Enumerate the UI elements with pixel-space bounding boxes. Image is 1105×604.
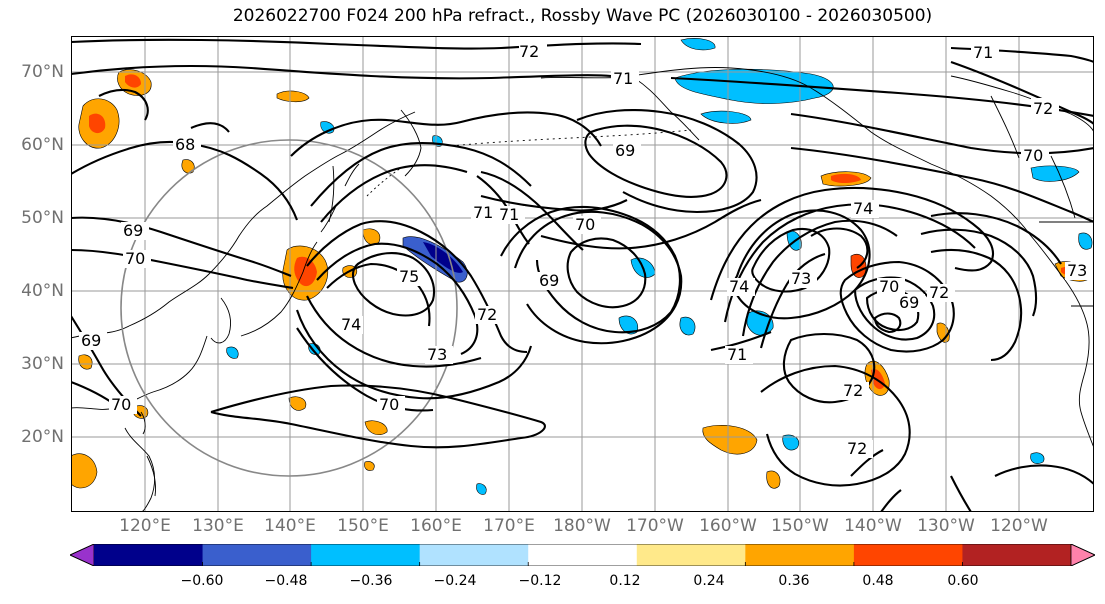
colorbar-segment	[636, 544, 746, 566]
colorbar-tick-label: 0.48	[862, 573, 894, 589]
lon-label-160w: 160°W	[699, 516, 757, 536]
colorbar-segment	[962, 544, 1072, 566]
colorbar-tick-label: 0.36	[778, 573, 810, 589]
colorbar-tick-label: −0.48	[264, 573, 308, 589]
lon-label-120e: 120°E	[119, 516, 171, 536]
contour-label: 74	[341, 315, 361, 334]
lat-label-20n: 20°N	[21, 427, 64, 447]
lon-label-140e: 140°E	[264, 516, 316, 536]
contour-label: 69	[899, 293, 919, 312]
colorbar-segment	[202, 544, 312, 566]
map-canvas: 72 71 71 72 70 68 69 70 69 71 70 69 74	[71, 36, 1094, 512]
contour-label: 70	[879, 277, 899, 296]
map-panel: 72 71 71 72 70 68 69 70 69 71 70 69 74	[71, 36, 1094, 512]
contour-label: 69	[81, 331, 101, 350]
lon-label-170e: 170°E	[483, 516, 535, 536]
contour-label: 72	[843, 381, 863, 400]
lat-label-30n: 30°N	[21, 354, 64, 374]
contour-label: 69	[539, 271, 559, 290]
contour-label: 69	[615, 141, 635, 160]
colorbar-tick-label: 0.12	[609, 573, 641, 589]
lon-label-160e: 160°E	[410, 516, 462, 536]
contour-label: 74	[853, 199, 873, 218]
contour-label: 71	[613, 69, 633, 88]
colorbar-segment	[419, 544, 529, 566]
contour-label: 71	[973, 43, 993, 62]
lon-label-130w: 130°W	[917, 516, 975, 536]
contour-label: 70	[111, 395, 131, 414]
colorbar-canvas	[69, 543, 1096, 567]
map-title: 2026022700 F024 200 hPa refract., Rossby…	[232, 6, 933, 26]
refractive-index-contours	[71, 38, 1094, 512]
contour-label: 70	[1023, 146, 1043, 165]
colorbar	[69, 543, 1096, 567]
contour-label: 70	[575, 215, 595, 234]
colorbar-tick-label: −0.12	[518, 573, 562, 589]
contour-label: 75	[399, 267, 419, 286]
contour-label: 71	[499, 205, 519, 224]
lon-label-140w: 140°W	[844, 516, 902, 536]
contour-labels: 72 71 71 72 70 68 69 70 69 71 70 69 74	[79, 42, 1093, 458]
lon-label-150w: 150°W	[771, 516, 829, 536]
contour-label: 73	[791, 269, 811, 288]
contour-label: 73	[1067, 261, 1087, 280]
contour-label: 69	[123, 221, 143, 240]
lat-label-70n: 70°N	[21, 62, 64, 82]
contour-label: 72	[929, 283, 949, 302]
contour-label: 72	[519, 42, 539, 61]
highlight-circle	[120, 139, 458, 477]
colorbar-segment	[528, 544, 638, 566]
contour-label: 72	[1033, 99, 1053, 118]
contour-label: 70	[379, 395, 399, 414]
colorbar-tick-label: −0.60	[180, 573, 224, 589]
colorbar-segment	[94, 544, 204, 566]
lat-label-50n: 50°N	[21, 208, 64, 228]
coastlines	[71, 67, 1094, 512]
colorbar-extend-high	[1070, 543, 1096, 567]
contour-label: 73	[427, 345, 447, 364]
lon-label-170w: 170°W	[626, 516, 684, 536]
contour-label: 71	[473, 203, 493, 222]
colorbar-extend-low	[69, 543, 95, 567]
contour-label: 72	[477, 305, 497, 324]
contour-label: 74	[729, 277, 749, 296]
contour-label: 70	[125, 249, 145, 268]
contour-label: 72	[847, 439, 867, 458]
colorbar-segment	[745, 544, 855, 566]
colorbar-tick-label: −0.24	[433, 573, 477, 589]
contour-label: 68	[175, 135, 195, 154]
negative-anomaly-shading	[226, 38, 1093, 495]
lon-label-180w: 180°W	[553, 516, 611, 536]
lon-label-150e: 150°E	[337, 516, 389, 536]
lon-label-120w: 120°W	[990, 516, 1048, 536]
colorbar-segment	[853, 544, 963, 566]
lat-label-40n: 40°N	[21, 281, 64, 301]
colorbar-segment	[311, 544, 421, 566]
lon-label-130e: 130°E	[192, 516, 244, 536]
colorbar-tick-label: 0.60	[947, 573, 979, 589]
colorbar-tick-label: −0.36	[349, 573, 393, 589]
colorbar-tick-label: 0.24	[693, 573, 725, 589]
lat-label-60n: 60°N	[21, 135, 64, 155]
map-frame	[71, 36, 1094, 512]
contour-label: 71	[727, 345, 747, 364]
